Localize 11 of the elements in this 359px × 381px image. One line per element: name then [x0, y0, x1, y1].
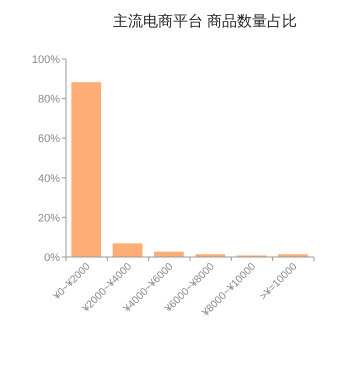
- chart-title: 主流电商平台 商品数量占比: [112, 13, 298, 30]
- bar: [278, 254, 308, 257]
- y-tick-label: 0%: [44, 252, 60, 264]
- bar: [154, 252, 184, 257]
- y-tick-label: 60%: [38, 133, 60, 146]
- bar: [112, 243, 142, 257]
- y-tick-label: 80%: [38, 94, 60, 106]
- y-tick-label: 20%: [38, 212, 60, 224]
- y-tick-label: 40%: [38, 172, 60, 185]
- y-tick-label: 100%: [32, 54, 60, 66]
- bar: [71, 82, 102, 257]
